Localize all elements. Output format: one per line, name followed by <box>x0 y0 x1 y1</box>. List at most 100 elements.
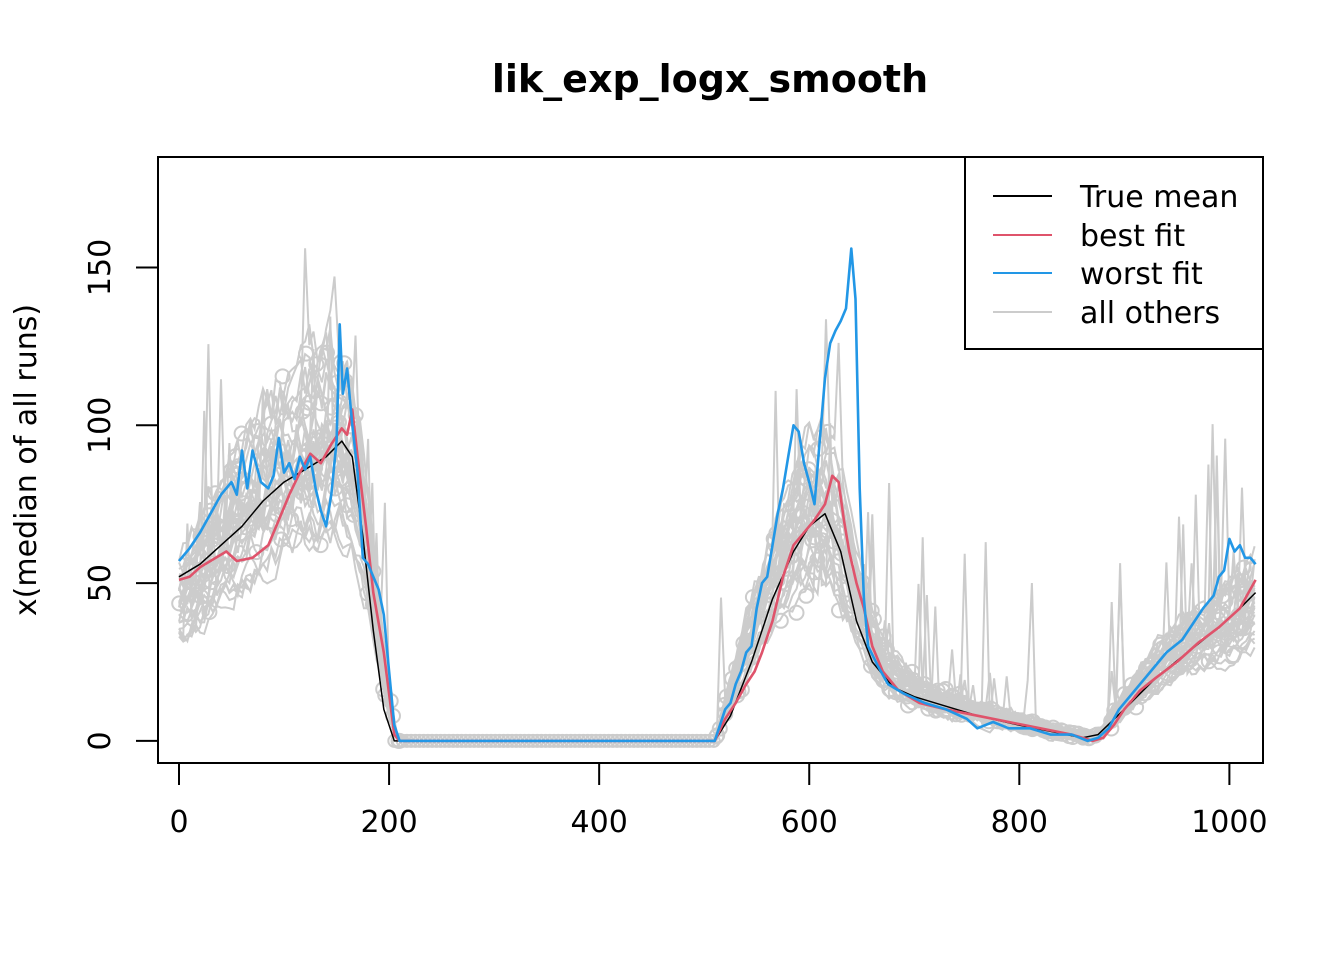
data-point <box>773 534 790 551</box>
data-point <box>274 368 291 385</box>
data-point <box>804 532 821 549</box>
data-point <box>201 604 218 620</box>
data-point <box>203 574 220 591</box>
data-point <box>273 531 290 548</box>
data-point <box>1169 625 1186 642</box>
data-point <box>347 407 364 424</box>
data-point <box>1223 631 1240 648</box>
y-axis-label: x(median of all runs) <box>9 304 44 616</box>
data-point <box>233 425 250 442</box>
data-point <box>1225 647 1242 664</box>
x-tick-label: 600 <box>781 805 838 840</box>
data-point <box>806 529 823 546</box>
data-point <box>219 558 236 574</box>
data-point <box>1234 578 1251 594</box>
x-tick-label: 200 <box>360 805 417 840</box>
data-point <box>308 356 325 373</box>
data-point <box>883 659 900 676</box>
data-point <box>908 679 925 696</box>
data-point <box>313 395 329 412</box>
chart-title: lik_exp_logx_smooth <box>492 57 928 101</box>
data-point <box>951 685 968 702</box>
data-point <box>1140 677 1157 694</box>
data-point <box>798 587 815 604</box>
data-point <box>318 444 335 461</box>
legend-label-all-others: all others <box>1080 296 1220 331</box>
data-point <box>306 431 323 448</box>
data-point <box>1235 559 1252 576</box>
data-point <box>331 414 347 431</box>
data-point <box>248 544 265 561</box>
data-point <box>1152 636 1169 653</box>
data-point <box>1125 688 1142 705</box>
x-tick-label: 1000 <box>1191 805 1267 840</box>
y-tick-label: 50 <box>83 564 118 602</box>
data-point <box>263 486 280 503</box>
series-layer <box>178 247 1257 743</box>
data-point <box>283 511 300 528</box>
data-point <box>904 663 920 680</box>
x-tick-label: 0 <box>169 805 188 840</box>
data-point <box>788 604 805 621</box>
data-point <box>335 472 352 489</box>
series-line-best-fit <box>178 408 1257 743</box>
data-point <box>1217 593 1234 609</box>
axes: 0 200 400 600 800 1000 0 50 100 150 <box>83 239 1268 840</box>
data-point <box>1128 699 1145 716</box>
data-point <box>189 570 206 587</box>
data-point <box>1161 633 1178 650</box>
data-point <box>211 527 227 544</box>
legend-label-best-fit: best fit <box>1080 219 1185 254</box>
data-point <box>206 541 223 558</box>
data-point <box>301 394 318 411</box>
data-point <box>235 495 252 512</box>
data-point <box>728 660 745 677</box>
data-point <box>917 683 934 700</box>
data-point <box>193 588 210 605</box>
data-point <box>298 345 314 362</box>
data-point <box>201 507 218 524</box>
legend-label-worst-fit: worst fit <box>1080 257 1203 292</box>
data-point <box>331 394 348 411</box>
data-point <box>786 546 803 563</box>
data-point <box>781 508 798 525</box>
data-point <box>171 595 188 612</box>
x-tick-label: 400 <box>571 805 628 840</box>
data-point <box>237 504 254 521</box>
data-point <box>294 484 311 501</box>
data-point <box>319 344 335 361</box>
data-point <box>1232 620 1249 637</box>
data-point <box>1161 656 1178 673</box>
data-point <box>838 581 855 598</box>
data-point <box>312 537 329 554</box>
data-point <box>844 598 861 614</box>
series-line-true-mean <box>178 440 1257 742</box>
data-point <box>806 564 823 581</box>
data-point <box>1181 644 1198 661</box>
y-tick-label: 150 <box>83 239 118 296</box>
legend: True mean best fit worst fit all others <box>964 156 1264 350</box>
data-point <box>338 497 355 514</box>
data-point <box>873 636 890 653</box>
data-point <box>916 676 933 693</box>
data-point <box>263 415 280 432</box>
data-point <box>794 469 811 486</box>
legend-label-true-mean: True mean <box>1079 180 1238 215</box>
data-point <box>190 548 207 564</box>
x-tick-label: 800 <box>991 805 1048 840</box>
data-point <box>1200 653 1217 670</box>
data-point <box>1209 604 1226 621</box>
data-point <box>256 452 272 469</box>
data-point <box>249 423 266 440</box>
series-line-worst-fit <box>178 247 1257 743</box>
data-point <box>735 635 752 652</box>
data-point <box>831 602 847 619</box>
y-tick-label: 100 <box>83 397 118 454</box>
data-point <box>937 692 954 709</box>
data-point <box>789 516 806 533</box>
data-point <box>1173 634 1190 650</box>
data-point <box>1130 674 1147 691</box>
data-point <box>336 355 353 372</box>
legend-box <box>964 156 1264 350</box>
